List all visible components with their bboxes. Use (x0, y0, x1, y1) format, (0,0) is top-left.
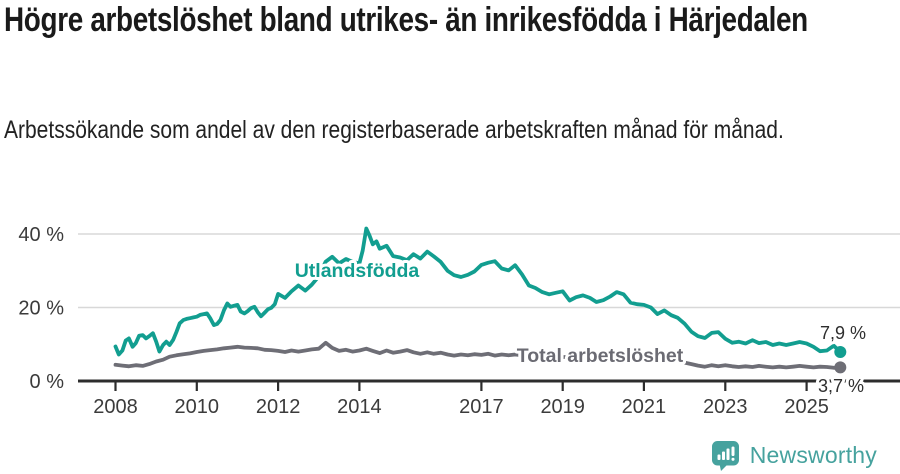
x-axis-tick-label: 2012 (256, 396, 301, 418)
y-axis-tick-label: 0 % (30, 371, 65, 393)
newsworthy-logo[interactable]: Newsworthy (711, 440, 877, 471)
x-axis-tick-label: 2017 (459, 396, 504, 418)
y-axis-tick-label: 40 % (18, 224, 64, 246)
x-axis-tick-label: 2021 (622, 396, 667, 418)
page-title: Högre arbetslöshet bland utrikes- än inr… (4, 1, 808, 39)
x-axis-tick-label: 2010 (175, 396, 220, 418)
series-line-utlandsf-dda (113, 226, 843, 357)
series-end-value-label: 7,9 % (820, 323, 866, 343)
series-line-total-arbetsl-shet (113, 340, 843, 370)
x-axis-tick-label: 2008 (93, 396, 138, 418)
series-inline-label: Utlandsfödda (295, 260, 420, 282)
x-axis-tick-label: 2023 (703, 396, 748, 418)
y-axis-tick-label: 20 % (18, 298, 64, 320)
page-subtitle: Arbetssökande som andel av den registerb… (4, 116, 784, 144)
series-end-dot (834, 346, 847, 358)
x-axis-tick-label: 2014 (337, 396, 382, 418)
x-axis-tick-label: 2025 (784, 396, 829, 418)
series-end-dot (834, 361, 847, 374)
series-inline-label: Total arbetslöshet (517, 345, 684, 367)
bar-chart-speech-bubble-icon (711, 441, 739, 471)
x-axis-tick-label: 2019 (540, 396, 585, 418)
logo-text: Newsworthy (749, 442, 877, 468)
series-end-value-label: 3,7 % (818, 376, 864, 396)
